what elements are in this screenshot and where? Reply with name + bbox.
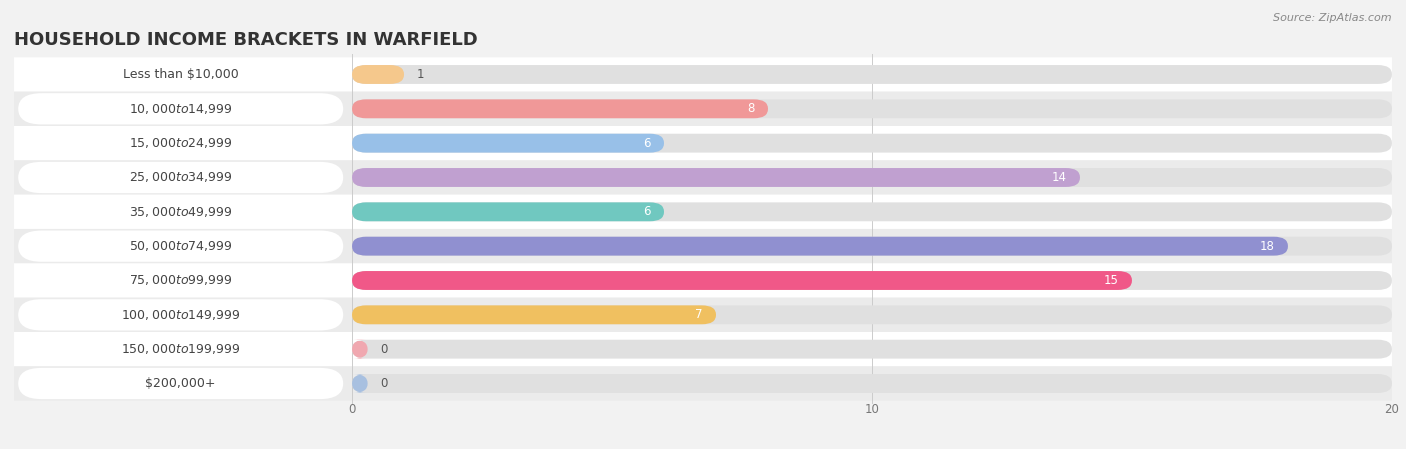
FancyBboxPatch shape — [18, 265, 343, 296]
FancyBboxPatch shape — [14, 298, 1392, 332]
FancyBboxPatch shape — [352, 168, 1080, 187]
Text: Less than $10,000: Less than $10,000 — [122, 68, 239, 81]
Text: HOUSEHOLD INCOME BRACKETS IN WARFIELD: HOUSEHOLD INCOME BRACKETS IN WARFIELD — [14, 31, 478, 49]
Text: Source: ZipAtlas.com: Source: ZipAtlas.com — [1274, 13, 1392, 23]
Text: $10,000 to $14,999: $10,000 to $14,999 — [129, 102, 232, 116]
Text: 6: 6 — [644, 205, 651, 218]
Text: $150,000 to $199,999: $150,000 to $199,999 — [121, 342, 240, 356]
FancyBboxPatch shape — [352, 305, 716, 324]
FancyBboxPatch shape — [352, 305, 1392, 324]
FancyBboxPatch shape — [14, 160, 1392, 195]
FancyBboxPatch shape — [14, 332, 1392, 366]
Text: $75,000 to $99,999: $75,000 to $99,999 — [129, 273, 232, 287]
FancyBboxPatch shape — [352, 374, 1392, 393]
Text: $200,000+: $200,000+ — [145, 377, 217, 390]
FancyBboxPatch shape — [352, 271, 1132, 290]
Text: 0: 0 — [381, 343, 388, 356]
FancyBboxPatch shape — [18, 368, 343, 399]
Text: 20: 20 — [1385, 403, 1399, 416]
Text: 6: 6 — [644, 136, 651, 150]
FancyBboxPatch shape — [14, 195, 1392, 229]
FancyBboxPatch shape — [352, 237, 1288, 255]
FancyBboxPatch shape — [352, 202, 664, 221]
Text: 0: 0 — [349, 403, 356, 416]
FancyBboxPatch shape — [352, 168, 1392, 187]
FancyBboxPatch shape — [352, 65, 404, 84]
FancyBboxPatch shape — [352, 65, 1392, 84]
FancyBboxPatch shape — [352, 374, 367, 393]
FancyBboxPatch shape — [18, 334, 343, 365]
Text: 14: 14 — [1052, 171, 1067, 184]
FancyBboxPatch shape — [18, 128, 343, 159]
FancyBboxPatch shape — [18, 299, 343, 330]
FancyBboxPatch shape — [352, 340, 367, 359]
FancyBboxPatch shape — [18, 162, 343, 193]
FancyBboxPatch shape — [352, 271, 1392, 290]
Text: 15: 15 — [1104, 274, 1119, 287]
Text: 18: 18 — [1260, 240, 1275, 253]
Text: 10: 10 — [865, 403, 879, 416]
Text: 0: 0 — [381, 377, 388, 390]
Text: $35,000 to $49,999: $35,000 to $49,999 — [129, 205, 232, 219]
FancyBboxPatch shape — [14, 126, 1392, 160]
FancyBboxPatch shape — [352, 134, 1392, 153]
FancyBboxPatch shape — [14, 263, 1392, 298]
Text: $100,000 to $149,999: $100,000 to $149,999 — [121, 308, 240, 322]
Text: 8: 8 — [748, 102, 755, 115]
FancyBboxPatch shape — [352, 340, 1392, 359]
Text: 7: 7 — [696, 308, 703, 321]
Text: 1: 1 — [418, 68, 425, 81]
FancyBboxPatch shape — [14, 366, 1392, 401]
FancyBboxPatch shape — [14, 92, 1392, 126]
FancyBboxPatch shape — [352, 99, 768, 118]
FancyBboxPatch shape — [14, 229, 1392, 263]
FancyBboxPatch shape — [18, 196, 343, 228]
FancyBboxPatch shape — [352, 202, 1392, 221]
Text: $25,000 to $34,999: $25,000 to $34,999 — [129, 171, 232, 185]
FancyBboxPatch shape — [18, 93, 343, 124]
Text: $50,000 to $74,999: $50,000 to $74,999 — [129, 239, 232, 253]
FancyBboxPatch shape — [352, 99, 1392, 118]
FancyBboxPatch shape — [18, 59, 343, 90]
FancyBboxPatch shape — [352, 134, 664, 153]
FancyBboxPatch shape — [18, 230, 343, 262]
FancyBboxPatch shape — [14, 57, 1392, 92]
Text: $15,000 to $24,999: $15,000 to $24,999 — [129, 136, 232, 150]
FancyBboxPatch shape — [352, 237, 1392, 255]
